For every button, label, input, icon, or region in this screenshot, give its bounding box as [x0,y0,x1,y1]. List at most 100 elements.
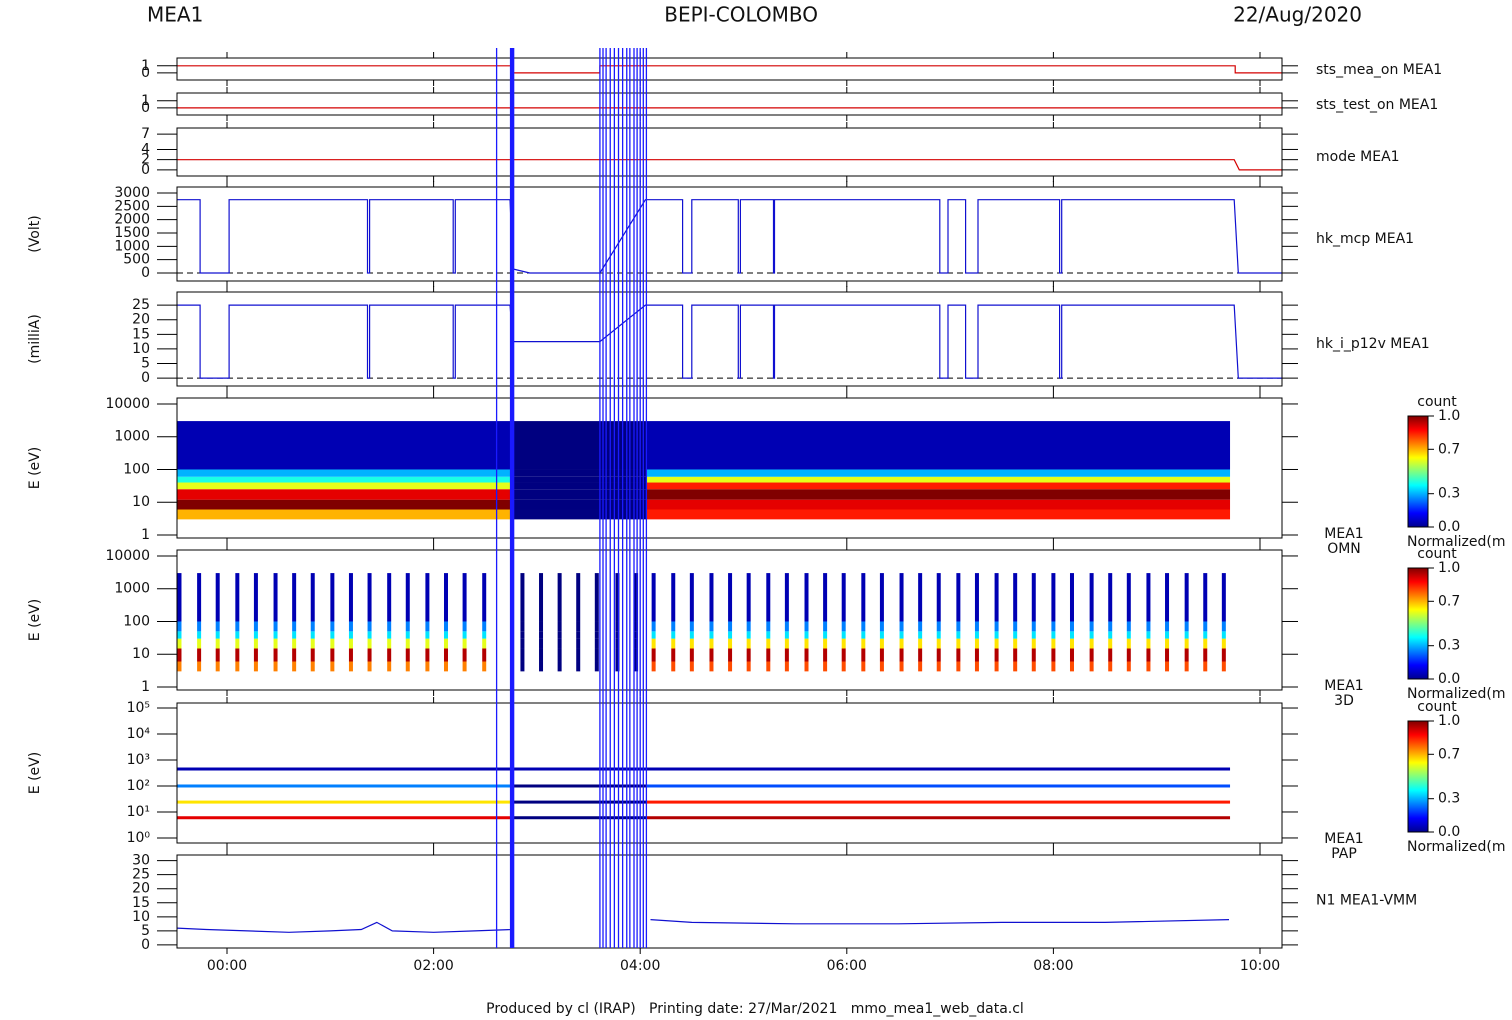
y-tick-label: 10 [132,341,150,357]
scan-cell [292,631,297,639]
scan-cell [1051,638,1056,649]
scan-cell [823,621,828,632]
y-tick-label: 1 [141,58,150,74]
scan-cell [1108,573,1113,622]
scan-cell [746,638,751,649]
y-axis-label: (milliA) [27,314,43,364]
scan-cell [823,573,828,622]
header-center: BEPI-COLOMBO [664,3,818,27]
scan-cell [994,638,999,649]
scan-cell [1051,573,1056,622]
scan-cell [197,631,202,639]
scan-cell [936,573,941,622]
scan-cell [310,573,315,622]
y-tick-label: 0 [141,65,150,81]
scan-cell [1126,661,1131,672]
y-axis-label: E (eV) [27,752,43,794]
scan-cell [594,661,599,672]
y-tick-label: 1500 [114,225,150,241]
heat-cell [510,499,647,510]
scan-cell [651,661,656,672]
scan-cell [292,621,297,632]
y-tick-label: 5 [141,923,150,939]
scan-cell [292,648,297,662]
heat-cell [646,476,1231,483]
y-tick-label: 10 [132,909,150,925]
scan-cell [1089,648,1094,662]
scan-cell [197,573,202,622]
scan-cell [1013,621,1018,632]
y-tick-label: 0 [141,162,150,178]
scan-cell [615,573,620,622]
scan-cell [1031,661,1036,672]
scan-cell [1089,638,1094,649]
scan-cell [615,661,620,672]
scan-cell [1069,661,1074,672]
scan-cell [1031,573,1036,622]
scan-cell [1184,638,1189,649]
scan-cell [177,638,182,649]
scan-cell [841,573,846,622]
scan-cell [387,631,392,639]
pitch-band [177,784,511,788]
y-tick-label: 7 [141,126,150,142]
scan-cell [576,631,581,639]
scan-cell [689,621,694,632]
scan-cell [1013,661,1018,672]
y-tick-label: 4 [141,141,150,157]
scan-cell [1146,621,1151,632]
y-tick-label: 20 [132,312,150,328]
scan-cell [956,661,961,672]
scan-cell [861,638,866,649]
y-tick-label: 0 [141,937,150,953]
scan-cell [1184,648,1189,662]
x-tick-label: 00:00 [207,958,247,974]
colorbar-title: count [1417,394,1457,410]
heat-cell [177,509,511,520]
scan-cell [936,638,941,649]
scan-cell [1089,621,1094,632]
scan-cell [823,661,828,672]
scan-cell [367,631,372,639]
scan-cell [671,648,676,662]
scan-cell [861,573,866,622]
scan-cell [253,648,258,662]
heat-cell [510,476,647,483]
scan-cell [177,631,182,639]
colorbar-tick-label: 0.0 [1438,824,1460,840]
scan-cell [462,648,467,662]
scan-cell [956,621,961,632]
scan-cell [520,638,525,649]
scan-cell [425,621,430,632]
scan-cell [823,638,828,649]
scan-cell [405,638,410,649]
scan-cell [1089,631,1094,639]
scan-cell [615,648,620,662]
colorbar-tick-label: 0.3 [1438,638,1460,654]
scan-cell [367,661,372,672]
header-left: MEA1 [147,3,203,27]
scan-cell [956,573,961,622]
scan-cell [1221,661,1226,672]
pitch-band [646,816,1231,820]
scan-cell [1069,638,1074,649]
x-tick-label: 08:00 [1033,958,1073,974]
scan-cell [215,621,220,632]
scan-cell [405,573,410,622]
colorbar-title: count [1417,546,1457,562]
panel-frame [176,397,1283,539]
scan-cell [766,638,771,649]
scan-cell [539,661,544,672]
y-tick-label: 1000 [114,429,150,445]
scan-cell [634,621,639,632]
scan-cell [330,638,335,649]
scan-cell [594,648,599,662]
scan-cell [387,638,392,649]
scan-cell [994,621,999,632]
y-tick-label: 1000 [114,581,150,597]
y-tick-label: 500 [123,252,150,268]
scan-cell [994,648,999,662]
scan-cell [766,661,771,672]
scan-cell [215,631,220,639]
scan-cell [1126,621,1131,632]
